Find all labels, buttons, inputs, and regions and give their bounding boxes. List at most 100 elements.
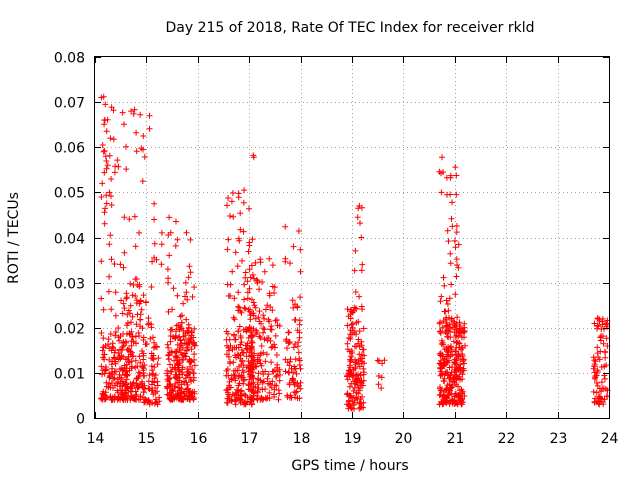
data-point: [438, 387, 445, 394]
data-point: [448, 281, 455, 288]
data-point: [137, 297, 144, 304]
x-tick-label: 14: [87, 431, 105, 447]
data-point: [104, 162, 111, 169]
data-point: [184, 385, 191, 392]
data-point: [441, 282, 448, 289]
data-point: [103, 158, 110, 164]
data-point: [346, 383, 353, 390]
data-point: [445, 372, 452, 379]
data-point: [348, 321, 355, 328]
data-point: [356, 328, 363, 335]
data-point: [594, 367, 601, 374]
data-point: [247, 386, 253, 393]
data-point: [230, 213, 237, 220]
data-point: [444, 301, 451, 307]
data-point: [596, 356, 603, 363]
data-point: [226, 347, 232, 354]
data-point: [447, 324, 454, 331]
data-point: [267, 337, 274, 344]
data-point: [182, 279, 189, 286]
data-point: [146, 112, 153, 119]
data-point: [185, 321, 192, 328]
data-point: [164, 367, 171, 374]
data-point: [227, 384, 234, 391]
data-point: [269, 378, 276, 385]
data-point: [249, 271, 256, 278]
data-point: [118, 353, 125, 360]
data-point: [233, 394, 240, 401]
data-point: [443, 369, 449, 375]
data-point: [230, 314, 237, 321]
data-point: [172, 380, 179, 387]
data-point: [183, 316, 190, 323]
data-point: [224, 330, 231, 337]
data-point: [448, 343, 454, 350]
data-point: [237, 210, 244, 217]
data-point: [167, 338, 174, 345]
data-point: [148, 284, 155, 290]
data-point: [455, 241, 462, 248]
data-point: [107, 135, 114, 142]
data-point: [448, 315, 455, 322]
data-point: [151, 339, 158, 346]
data-point: [600, 399, 606, 405]
data-point: [451, 237, 458, 244]
data-point: [183, 340, 190, 347]
data-point: [232, 398, 238, 405]
data-point: [344, 306, 351, 313]
data-point: [297, 294, 304, 301]
data-point: [354, 396, 361, 403]
data-point: [271, 341, 278, 348]
data-point: [229, 346, 236, 353]
plot-frame: [94, 56, 610, 419]
data-point: [351, 267, 358, 274]
data-point: [226, 360, 233, 367]
data-point: [121, 305, 128, 312]
data-point: [296, 395, 303, 402]
data-point: [266, 389, 273, 396]
data-point: [295, 228, 302, 234]
data-point: [593, 389, 600, 396]
data-point: [122, 389, 129, 396]
data-point: [261, 336, 268, 343]
data-point: [183, 229, 190, 236]
data-point: [357, 220, 363, 227]
data-point: [439, 154, 445, 161]
data-point: [117, 261, 124, 268]
data-point: [296, 321, 303, 328]
data-point: [108, 202, 115, 208]
data-point: [123, 371, 130, 378]
data-point: [133, 380, 140, 387]
data-point: [152, 385, 158, 391]
data-point: [255, 370, 262, 377]
data-point: [453, 390, 459, 397]
data-point: [276, 322, 283, 329]
data-point: [151, 379, 158, 386]
x-tick-label: 23: [550, 431, 568, 447]
data-point: [260, 371, 267, 378]
data-point: [592, 395, 599, 402]
data-point: [103, 128, 110, 135]
data-point: [590, 365, 597, 372]
data-point: [287, 260, 293, 267]
data-point: [121, 390, 128, 397]
data-point: [247, 365, 254, 372]
data-point: [129, 313, 136, 320]
data-point: [445, 307, 452, 314]
data-point: [241, 391, 248, 397]
data-point: [438, 189, 445, 196]
data-point: [99, 180, 106, 187]
data-point: [597, 348, 604, 355]
data-point: [357, 372, 364, 379]
data-point: [102, 101, 109, 108]
data-point: [133, 129, 140, 136]
y-tick-label: 0.05: [54, 186, 85, 202]
data-point: [187, 236, 194, 243]
data-point: [232, 249, 239, 256]
data-point: [443, 297, 450, 304]
data-point: [254, 381, 261, 388]
y-tick-labels: 0 0.01 0.02 0.03 0.04 0.05 0.06 0.07 0.08: [54, 51, 85, 428]
data-point: [351, 405, 357, 412]
data-point: [598, 395, 605, 402]
x-tick-label: 22: [498, 431, 516, 447]
